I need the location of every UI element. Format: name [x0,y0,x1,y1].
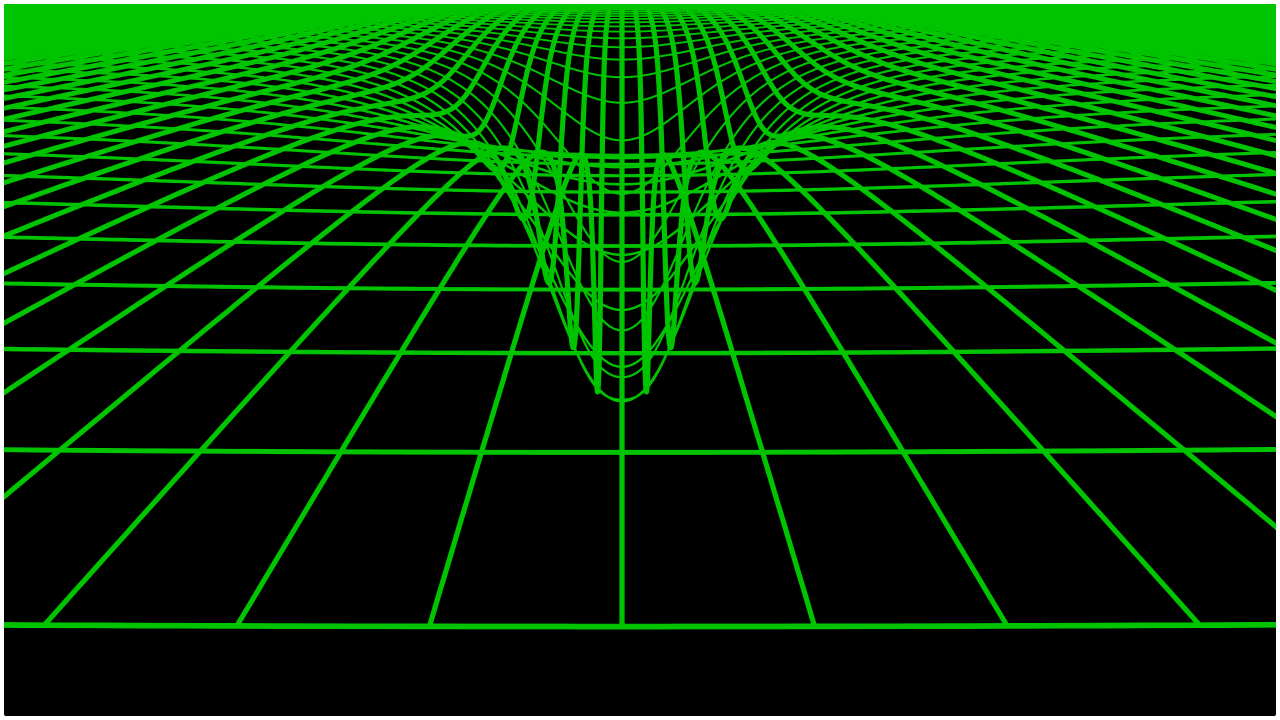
grid-line-across [4,581,1276,627]
grid-line-across [4,256,1276,290]
grid-line-depth [4,4,603,614]
grid-line-across [4,414,1276,452]
grid-line-depth [4,4,577,594]
longitudinal-grid-lines [4,4,1276,627]
wireframe-grid [4,4,1276,716]
grid-line-depth [657,4,1276,600]
grid-line-depth [4,4,581,596]
grid-line-depth [668,4,1276,593]
grid-line-depth [670,4,1276,592]
grid-line-depth [665,4,1276,595]
grid-line-depth [650,4,1276,605]
grid-line-depth [667,4,1276,594]
gravity-well-scene [4,4,1276,716]
grid-line-depth [659,4,1276,598]
grid-line-depth [4,4,579,595]
